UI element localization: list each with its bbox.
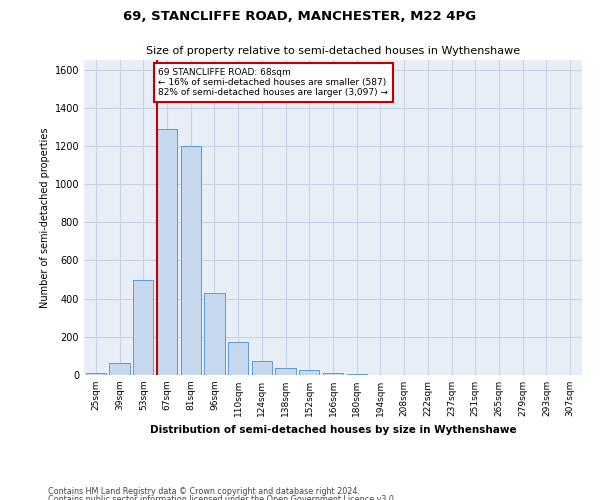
Bar (252, 360, 272, 375)
Bar (109, 362, 130, 375)
Text: 69, STANCLIFFE ROAD, MANCHESTER, M22 4PG: 69, STANCLIFFE ROAD, MANCHESTER, M22 4PG (124, 10, 476, 23)
Bar (323, 373, 343, 375)
Bar (347, 374, 367, 375)
X-axis label: Distribution of semi-detached houses by size in Wythenshawe: Distribution of semi-detached houses by … (149, 424, 517, 434)
Bar (181, 146, 201, 375)
Bar (275, 368, 296, 375)
Bar (86, 373, 106, 375)
Y-axis label: Number of semi-detached properties: Number of semi-detached properties (40, 127, 50, 308)
Text: Contains public sector information licensed under the Open Government Licence v3: Contains public sector information licen… (48, 495, 397, 500)
Title: Size of property relative to semi-detached houses in Wythenshawe: Size of property relative to semi-detach… (146, 46, 520, 56)
Bar (133, 280, 154, 375)
Bar (157, 128, 177, 375)
Bar (299, 370, 319, 375)
Bar (228, 342, 248, 375)
Bar (205, 293, 224, 375)
Text: Contains HM Land Registry data © Crown copyright and database right 2024.: Contains HM Land Registry data © Crown c… (48, 488, 360, 496)
Text: 69 STANCLIFFE ROAD: 68sqm
← 16% of semi-detached houses are smaller (587)
82% of: 69 STANCLIFFE ROAD: 68sqm ← 16% of semi-… (158, 68, 388, 98)
